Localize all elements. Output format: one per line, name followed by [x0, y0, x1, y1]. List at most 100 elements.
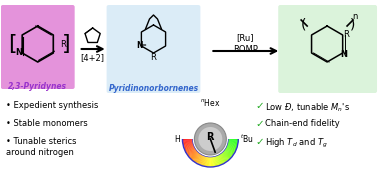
Text: [4+2]: [4+2]	[81, 54, 105, 62]
Wedge shape	[183, 143, 193, 146]
Wedge shape	[184, 144, 193, 148]
Wedge shape	[186, 148, 195, 154]
Circle shape	[198, 127, 222, 151]
Wedge shape	[206, 157, 208, 167]
Wedge shape	[227, 146, 236, 151]
Wedge shape	[185, 147, 194, 152]
Wedge shape	[186, 147, 195, 153]
Wedge shape	[207, 157, 209, 167]
Wedge shape	[228, 141, 238, 142]
Wedge shape	[225, 149, 234, 155]
Wedge shape	[224, 150, 232, 157]
Wedge shape	[220, 154, 227, 162]
Wedge shape	[183, 144, 193, 147]
Wedge shape	[219, 154, 225, 164]
Wedge shape	[212, 157, 213, 167]
Wedge shape	[191, 152, 198, 159]
Wedge shape	[217, 155, 222, 165]
Text: ✓: ✓	[255, 119, 264, 129]
FancyBboxPatch shape	[1, 5, 75, 89]
Wedge shape	[186, 148, 195, 153]
FancyBboxPatch shape	[107, 5, 200, 93]
Wedge shape	[220, 154, 225, 163]
Wedge shape	[227, 146, 236, 150]
Wedge shape	[225, 149, 234, 155]
Wedge shape	[188, 150, 196, 156]
Wedge shape	[183, 141, 192, 142]
Wedge shape	[224, 151, 232, 158]
Text: Pyridinonorbornenes: Pyridinonorbornenes	[108, 83, 198, 93]
Wedge shape	[218, 155, 223, 164]
Text: [Ru]
ROMP: [Ru] ROMP	[233, 34, 258, 54]
Wedge shape	[216, 156, 220, 166]
Wedge shape	[212, 157, 214, 167]
Text: (: (	[301, 17, 306, 31]
Wedge shape	[198, 155, 203, 164]
Wedge shape	[190, 151, 198, 159]
Text: R: R	[207, 132, 214, 142]
Text: ✓: ✓	[255, 137, 264, 147]
Wedge shape	[196, 154, 202, 164]
Text: $^t$Bu: $^t$Bu	[240, 133, 254, 145]
Text: ]: ]	[61, 34, 70, 54]
Wedge shape	[202, 156, 205, 166]
Text: ): )	[350, 17, 356, 31]
Wedge shape	[191, 152, 198, 160]
Wedge shape	[228, 142, 238, 144]
Wedge shape	[199, 156, 204, 165]
Wedge shape	[208, 157, 209, 167]
Wedge shape	[197, 155, 202, 164]
Text: R: R	[343, 30, 349, 38]
Wedge shape	[184, 146, 194, 150]
Text: • Expedient synthesis: • Expedient synthesis	[6, 101, 98, 110]
Text: N: N	[340, 50, 347, 59]
Wedge shape	[183, 142, 193, 145]
Wedge shape	[184, 145, 194, 149]
Wedge shape	[203, 156, 206, 166]
Text: Chain-end fidelity: Chain-end fidelity	[265, 119, 340, 128]
Wedge shape	[212, 157, 215, 167]
Wedge shape	[183, 140, 192, 141]
Wedge shape	[209, 157, 210, 167]
Text: Low $\it{\DH}$, tunable $\it{M}$$_n$'s: Low $\it{\DH}$, tunable $\it{M}$$_n$'s	[265, 101, 350, 113]
Text: H: H	[175, 134, 180, 144]
Wedge shape	[183, 142, 193, 144]
Wedge shape	[204, 157, 207, 166]
Wedge shape	[217, 156, 221, 165]
Text: N: N	[16, 47, 23, 57]
Text: $^n$Hex: $^n$Hex	[200, 97, 221, 108]
FancyBboxPatch shape	[278, 5, 377, 93]
Wedge shape	[222, 152, 229, 160]
Wedge shape	[221, 153, 228, 162]
Text: 2,3-Pyridynes: 2,3-Pyridynes	[8, 81, 67, 91]
Wedge shape	[213, 157, 215, 167]
Wedge shape	[183, 139, 192, 140]
Wedge shape	[187, 149, 196, 155]
Wedge shape	[194, 154, 200, 162]
Wedge shape	[228, 139, 238, 140]
Wedge shape	[205, 157, 208, 167]
Wedge shape	[209, 157, 211, 167]
Text: R: R	[60, 40, 65, 49]
Wedge shape	[228, 144, 237, 148]
Circle shape	[194, 123, 226, 155]
Wedge shape	[211, 157, 212, 167]
Wedge shape	[227, 145, 237, 149]
Text: =: =	[141, 42, 146, 48]
Wedge shape	[183, 140, 192, 142]
Wedge shape	[228, 142, 238, 145]
Wedge shape	[198, 155, 203, 165]
Text: • Stable monomers: • Stable monomers	[6, 119, 88, 128]
Wedge shape	[200, 156, 204, 165]
Text: N: N	[136, 40, 143, 50]
Wedge shape	[192, 153, 199, 161]
Wedge shape	[228, 143, 238, 146]
Wedge shape	[228, 141, 238, 143]
Text: High $\it{T}$$_d$ and $\it{T}$$_g$: High $\it{T}$$_d$ and $\it{T}$$_g$	[265, 137, 328, 150]
Wedge shape	[201, 156, 205, 166]
Wedge shape	[218, 155, 224, 164]
Wedge shape	[214, 157, 217, 166]
Text: • Tunable sterics
around nitrogen: • Tunable sterics around nitrogen	[6, 137, 76, 157]
Wedge shape	[214, 156, 217, 166]
Wedge shape	[188, 150, 197, 157]
